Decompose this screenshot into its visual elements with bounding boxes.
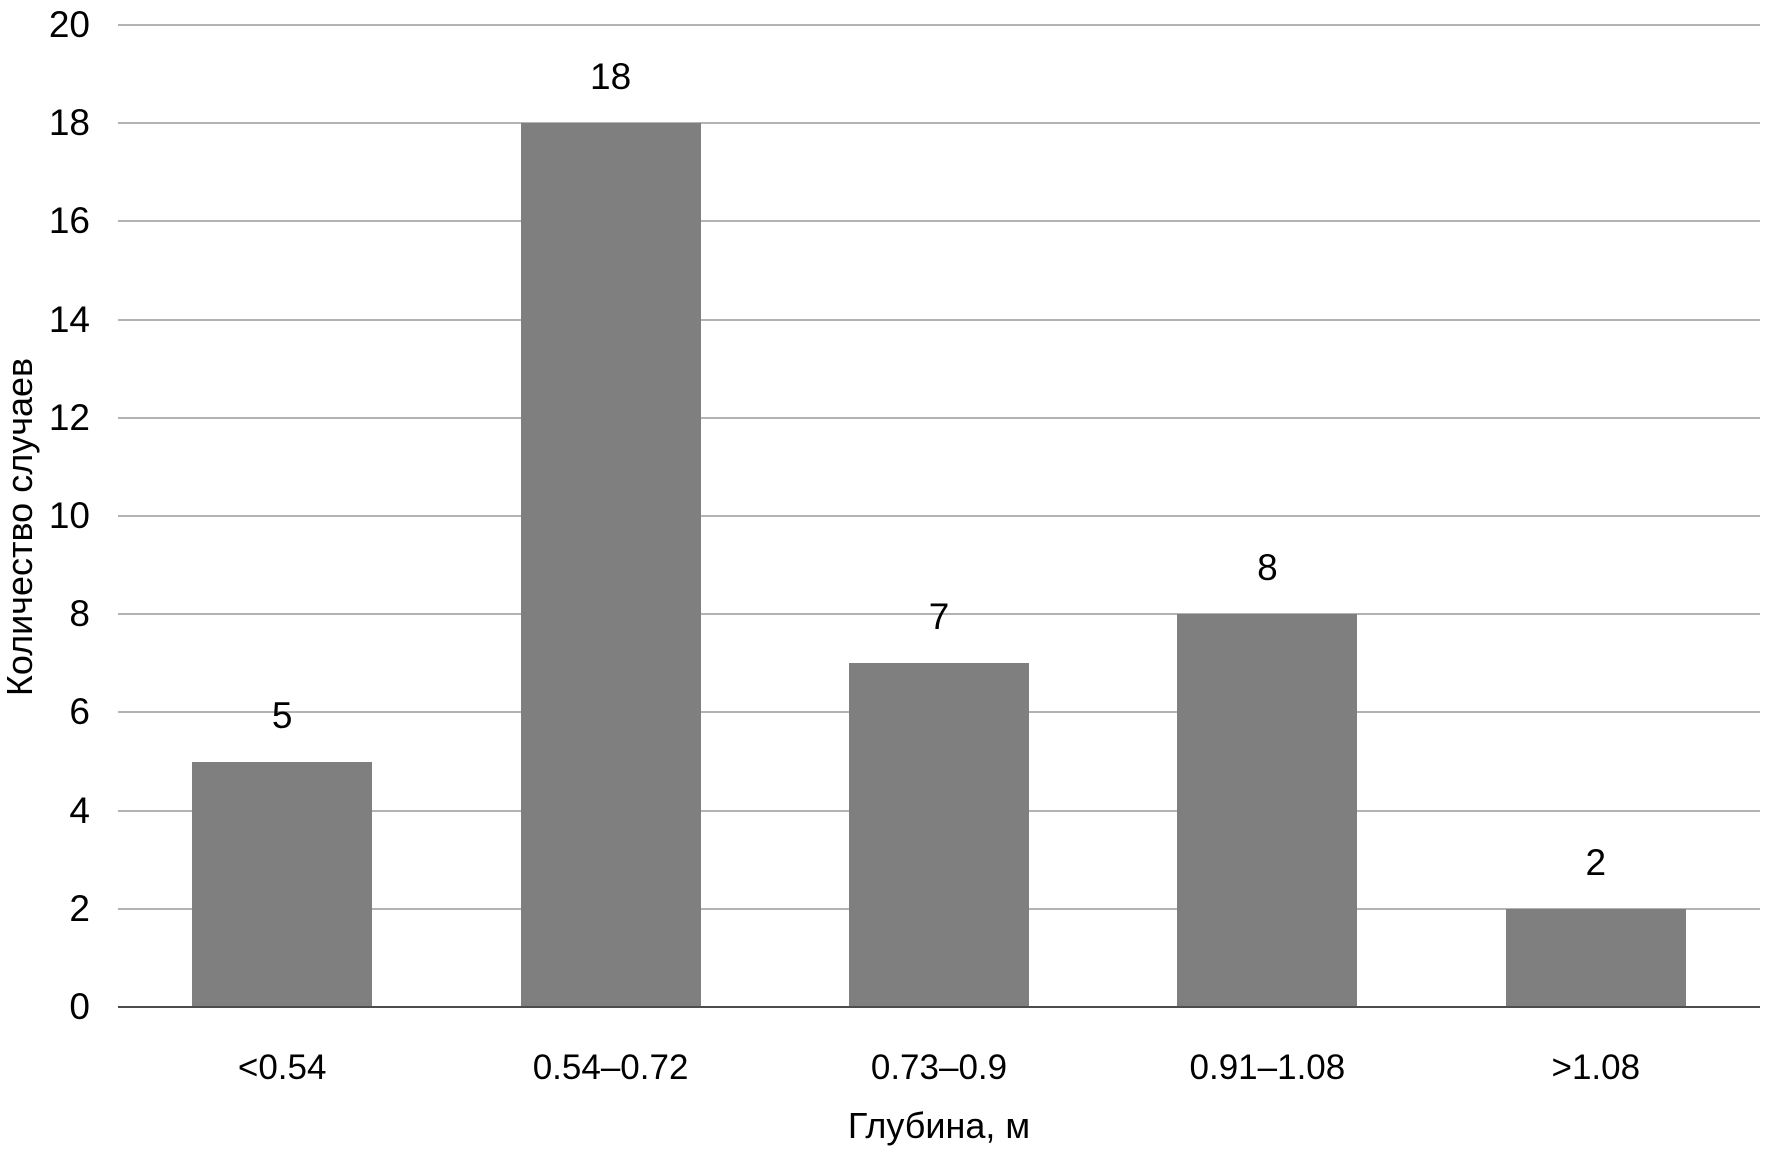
bar->1.08 [1505, 908, 1686, 1007]
gridline-y16 [118, 220, 1760, 223]
x-axis-line [118, 1006, 1760, 1008]
bar-0.91–1.08 [1177, 614, 1358, 1007]
y-tick-label: 8 [69, 593, 90, 635]
gridline-y8 [118, 613, 1760, 616]
y-tick-label: 20 [48, 4, 90, 45]
x-tick-label: 0.54–0.72 [532, 1048, 689, 1087]
y-tick-label: 10 [48, 495, 90, 536]
gridline-y14 [118, 318, 1760, 321]
y-tick-label: 2 [69, 887, 90, 929]
bar-0.73–0.9 [849, 663, 1029, 1007]
bar-value-label: 7 [928, 596, 950, 638]
x-tick-label: 0.73–0.9 [870, 1048, 1008, 1087]
bar-<0.54 [192, 761, 373, 1007]
y-tick-label: 6 [69, 691, 90, 733]
bar-value-label: 2 [1585, 841, 1607, 883]
y-tick-label: 16 [48, 200, 90, 242]
gridline-y12 [118, 416, 1760, 419]
y-tick-label: 14 [48, 298, 90, 340]
y-tick-label: 4 [69, 789, 90, 831]
bar-0.54–0.72 [520, 123, 701, 1007]
gridline-y10 [118, 515, 1760, 517]
x-tick-label: 0.91–1.08 [1189, 1048, 1346, 1087]
y-tick-label: 0 [69, 986, 90, 1027]
y-tick-label: 12 [48, 396, 90, 438]
bar-value-label: 8 [1257, 547, 1278, 589]
x-tick-label: >1.08 [1551, 1048, 1641, 1087]
y-tick-label: 18 [48, 102, 90, 144]
bar-value-label: 5 [271, 694, 293, 736]
bar-value-label: 18 [590, 56, 632, 98]
gridline-y20 [118, 24, 1760, 26]
gridline-y18 [118, 122, 1760, 125]
x-axis-title: Глубина, м [847, 1105, 1031, 1146]
x-tick-label: <0.54 [237, 1048, 327, 1087]
